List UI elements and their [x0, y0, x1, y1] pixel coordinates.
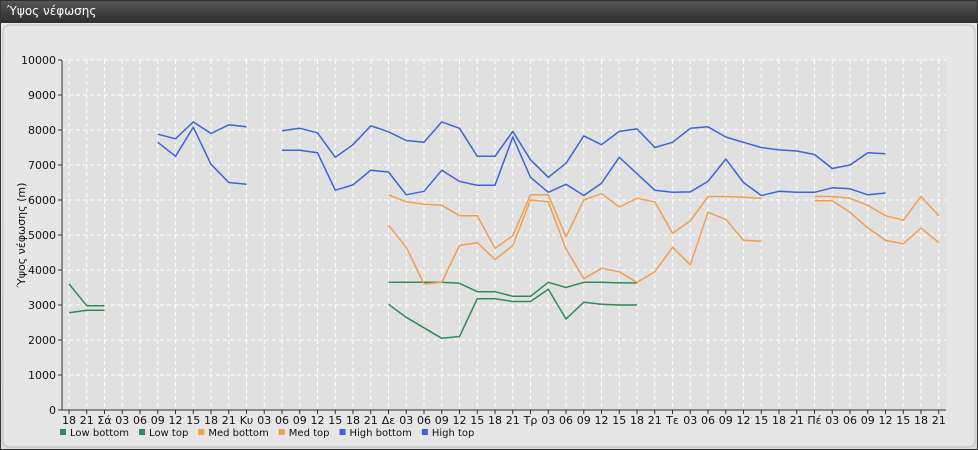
x-tick-label: 15: [754, 414, 768, 427]
x-tick-label: 03: [825, 414, 839, 427]
x-tick-label: Κυ: [240, 414, 254, 427]
legend-label-high-bottom: High bottom: [350, 428, 412, 439]
x-tick-label: 12: [737, 414, 751, 427]
series-line-high-top: [281, 121, 886, 179]
x-tick-label: 12: [311, 414, 325, 427]
x-tick-label: 18: [346, 414, 360, 427]
series-line-med-bottom: [814, 199, 940, 245]
x-tick-label: 21: [932, 414, 946, 427]
x-tick-label: 06: [275, 414, 289, 427]
x-tick-label: 06: [701, 414, 715, 427]
legend-swatch-high-bottom: [339, 429, 346, 435]
x-tick-label: 03: [115, 414, 129, 427]
x-tick-label: 09: [577, 414, 591, 427]
x-tick-label: 03: [399, 414, 413, 427]
y-tick-label: 9000: [28, 89, 56, 102]
x-tick-label: 06: [559, 414, 573, 427]
series-line-low-bottom: [68, 309, 105, 314]
x-tick-label: 15: [186, 414, 200, 427]
x-tick-label: 18: [772, 414, 786, 427]
x-tick-label: 18: [630, 414, 644, 427]
legend-swatch-high-top: [421, 429, 428, 435]
x-tick-label: 09: [293, 414, 307, 427]
series-line-high-bottom: [157, 126, 247, 186]
y-tick-label: 3000: [28, 299, 56, 312]
series-line-med-bottom: [387, 199, 762, 285]
series-line-low-top: [388, 281, 637, 298]
legend-swatch-med-top: [278, 429, 285, 435]
legend-label-med-bottom: Med bottom: [208, 428, 268, 439]
window-title: Ύψος νέφωσης: [7, 4, 97, 18]
legend-label-low-top: Low top: [149, 428, 188, 439]
x-tick-label: 09: [435, 414, 449, 427]
x-tick-label: 18: [914, 414, 928, 427]
x-tick-label: 12: [879, 414, 893, 427]
x-tick-label: 03: [541, 414, 555, 427]
x-tick-label: 21: [80, 414, 94, 427]
series-line-high-bottom: [282, 136, 886, 197]
x-tick-label: 12: [453, 414, 467, 427]
title-bar: Ύψος νέφωσης: [1, 1, 977, 23]
legend-label-med-top: Med top: [289, 428, 330, 439]
legend-swatch-med-bottom: [198, 429, 205, 435]
y-tick-label: 10000: [21, 54, 56, 67]
y-tick-label: 5000: [28, 229, 56, 242]
x-tick-label: Τε: [665, 414, 679, 427]
x-tick-label: 21: [222, 414, 236, 427]
x-tick-label: 18: [204, 414, 218, 427]
legend-label-high-top: High top: [432, 428, 475, 439]
x-tick-label: 03: [257, 414, 271, 427]
x-tick-label: 21: [506, 414, 520, 427]
x-tick-label: 06: [843, 414, 857, 427]
x-tick-label: 06: [133, 414, 147, 427]
x-tick-label: Σά: [97, 414, 111, 427]
series-line-med-top: [814, 195, 940, 222]
x-tick-label: 15: [612, 414, 626, 427]
x-tick-label: 21: [364, 414, 378, 427]
y-tick-label: 7000: [28, 159, 56, 172]
y-tick-label: 6000: [28, 194, 56, 207]
x-tick-label: Πέ: [807, 414, 821, 427]
x-tick-label: 06: [417, 414, 431, 427]
legend-label-low-bottom: Low bottom: [70, 428, 129, 439]
x-tick-label: 15: [896, 414, 910, 427]
x-tick-label: 09: [151, 414, 165, 427]
x-tick-label: 03: [683, 414, 697, 427]
y-tick-label: 2000: [28, 334, 56, 347]
x-tick-label: 12: [169, 414, 183, 427]
y-tick-label: 1000: [28, 369, 56, 382]
x-tick-label: Τρ: [523, 414, 538, 427]
x-tick-label: 18: [488, 414, 502, 427]
series-line-low-top: [68, 283, 105, 307]
x-tick-label: 21: [648, 414, 662, 427]
x-tick-label: Δε: [382, 414, 396, 427]
x-tick-label: 09: [719, 414, 733, 427]
y-tick-label: 4000: [28, 264, 56, 277]
y-tick-label: 0: [49, 404, 56, 417]
series-line-med-top: [388, 192, 762, 250]
x-tick-label: 15: [470, 414, 484, 427]
x-tick-label: 09: [861, 414, 875, 427]
series-line-low-bottom: [388, 288, 637, 340]
series-line-high-top: [157, 121, 247, 140]
legend-swatch-low-top: [139, 429, 146, 435]
y-axis-label: Ύψος νέφωσης (m): [15, 183, 28, 289]
x-tick-label: 21: [790, 414, 804, 427]
x-tick-label: 12: [595, 414, 609, 427]
x-tick-label: 18: [62, 414, 76, 427]
legend-swatch-low-bottom: [60, 429, 66, 435]
x-tick-label: 15: [328, 414, 342, 427]
y-tick-label: 8000: [28, 124, 56, 137]
